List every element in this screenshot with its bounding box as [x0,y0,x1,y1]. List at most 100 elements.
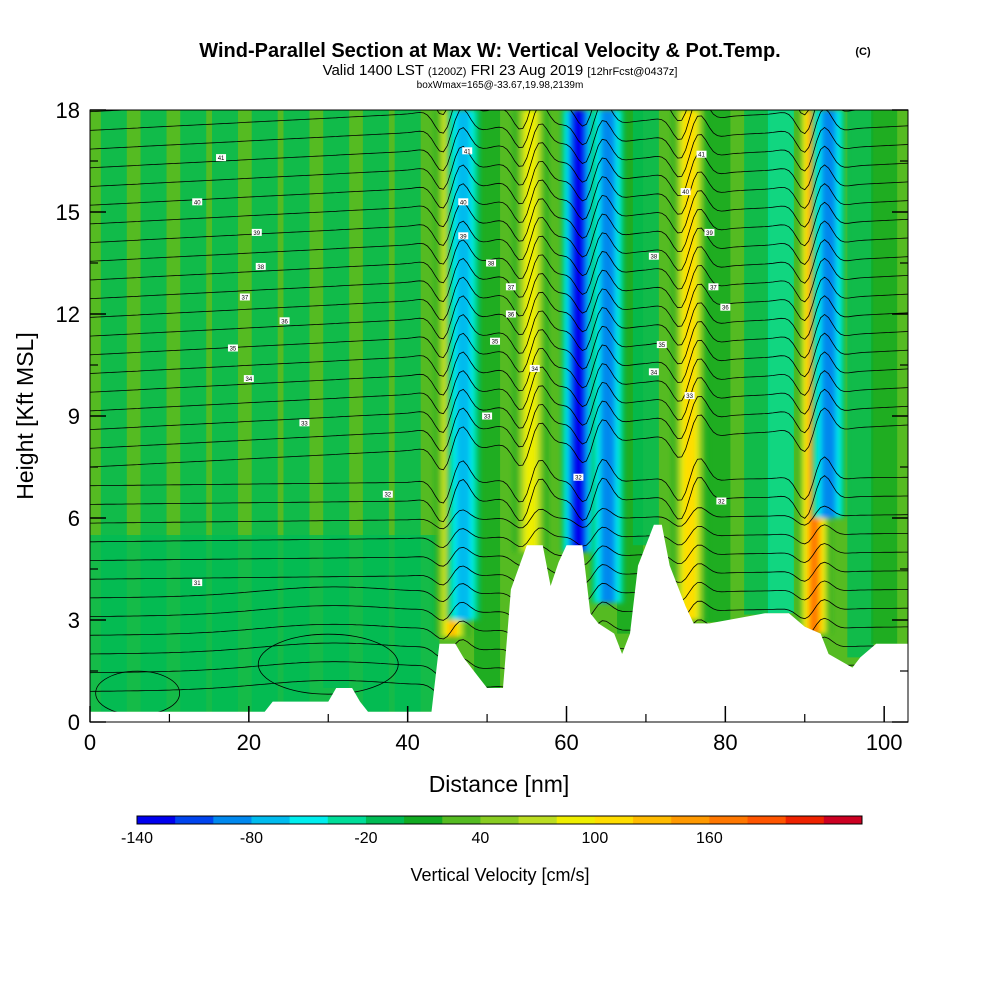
theta-label: 31 [194,581,201,587]
theta-label-bg [656,341,667,349]
theta-label-bg [192,579,203,587]
colorbar-swatch [404,816,443,824]
colorbar-tick-label: -80 [240,830,263,847]
theta-label-bg [382,490,393,498]
theta-label: 36 [722,306,729,312]
colorbar-swatch [251,816,291,824]
colorbar-swatch [671,816,710,824]
colorbar-swatch [556,816,596,824]
theta-label: 32 [384,493,391,499]
chart-subtitle-box: boxWmax=165@-33.67,19.98,2139m [417,80,584,91]
theta-label-bg [482,412,493,420]
theta-label: 37 [710,285,717,291]
theta-label: 40 [682,190,689,196]
colorbar-tick-label: 40 [472,830,490,847]
y-tick-label: 9 [68,404,80,429]
theta-label: 39 [253,231,260,237]
colorbar-tick-label: -140 [121,830,153,847]
x-tick-label: 100 [866,730,903,755]
subtitle-valid: Valid 1400 LST [323,62,424,79]
isentrope-line [90,164,908,228]
theta-label-bg [708,283,719,291]
chart-subtitle: Valid 1400 LST (1200Z) FRI 23 Aug 2019 [… [323,62,678,79]
theta-label: 33 [301,421,308,427]
isentrope-line [90,183,908,246]
subtitle-fcst: [12hrFcst@0437z] [587,66,677,78]
theta-label: 35 [492,340,499,346]
isentrope-line [90,220,908,284]
field-streak [871,110,898,644]
subtitle-utc: (1200Z) [428,66,467,78]
theta-label: 36 [281,319,288,325]
colorbar-swatch [518,816,558,824]
theta-label-bg [704,228,715,236]
theta-label: 34 [245,377,252,383]
colorbar-swatch [633,816,672,824]
isentrope-line [90,276,908,340]
isentrope-line [90,524,908,548]
isentrope-line [90,110,861,153]
chart-title-mark: (C) [855,46,871,58]
y-tick-label: 12 [56,302,80,327]
isentrope-line [90,475,908,523]
isentrope-line [90,599,908,622]
colorbar-swatch [175,816,214,824]
isentrope-line [90,561,908,586]
theta-label: 41 [218,156,225,162]
theta-label: 33 [484,415,491,421]
theta-label: 38 [257,265,264,271]
updraft-core [686,110,693,620]
theta-label-bg [192,198,203,206]
x-tick-label: 40 [395,730,419,755]
isentrope-line [90,505,908,530]
downdraft-core [575,110,582,552]
theta-label-bg [716,497,727,505]
isentrope-line [90,332,908,396]
low-level-band [90,535,440,712]
theta-label: 37 [508,285,515,291]
x-tick-label: 0 [84,730,96,755]
colorbar: -140 -80 -20 40 100 160 [121,815,863,847]
theta-label: 38 [488,262,495,268]
field-streak [767,110,794,614]
downdraft-core [460,110,467,620]
x-tick-label: 60 [554,730,578,755]
colorbar-swatch [137,816,176,824]
colorbar-tick-label: 100 [582,830,609,847]
theta-label-bg [243,375,254,383]
colorbar-swatch [594,816,634,824]
colorbar-frame [136,815,863,825]
isentrope-line [90,257,908,321]
colorbar-swatch [747,816,787,824]
theta-label-bg [505,310,516,318]
downdraft-core [825,110,832,518]
theta-label-bg [227,344,238,352]
theta-label: 34 [531,367,538,373]
theta-label: 36 [508,313,515,319]
theta-label: 40 [194,200,201,206]
theta-label-bg [680,188,691,196]
theta-label-bg [696,150,707,158]
field-streak [632,110,659,546]
downdraft-core [604,110,611,603]
theta-label-bg [573,473,584,481]
isentrope-line [90,110,908,172]
theta-label-bg [299,419,310,427]
theta-label: 35 [230,347,237,353]
isentrope-line [90,145,908,209]
theta-label-bg [458,198,469,206]
theta-label-bg [255,262,266,270]
isentrope-line [90,295,908,359]
y-tick-label: 6 [68,506,80,531]
isentrope-closed [257,633,399,695]
isentrope-line [90,351,908,415]
theta-label: 41 [698,153,705,159]
x-axis-label: Distance [nm] [429,771,570,797]
isentrope-line [90,407,908,471]
subtitle-date: FRI 23 Aug 2019 [471,62,584,79]
theta-label-bg [529,364,540,372]
colorbar-label: Vertical Velocity [cm/s] [410,865,589,885]
field-streak [704,110,731,622]
isentrope-line [90,126,908,190]
